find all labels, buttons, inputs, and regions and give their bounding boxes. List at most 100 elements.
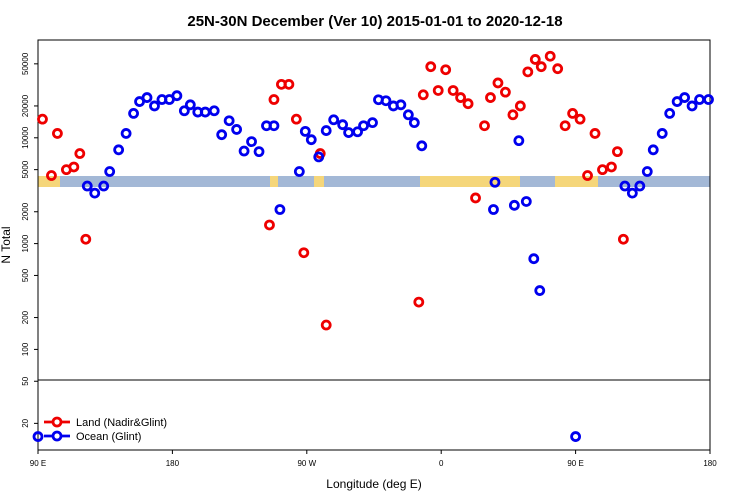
point xyxy=(574,113,586,125)
point xyxy=(528,253,540,265)
point xyxy=(208,105,220,117)
legend-marker xyxy=(51,416,63,428)
point xyxy=(425,61,437,73)
point xyxy=(567,108,579,119)
point xyxy=(328,114,340,126)
land-strip xyxy=(270,176,278,187)
x-tick-label: 90 W xyxy=(297,459,316,468)
point xyxy=(522,66,534,78)
point xyxy=(120,128,132,139)
point xyxy=(402,109,414,121)
point xyxy=(513,135,525,147)
point xyxy=(80,233,92,245)
point xyxy=(534,285,546,296)
y-tick-label: 10000 xyxy=(21,126,30,149)
y-tick-label: 50 xyxy=(21,376,30,385)
point xyxy=(367,117,378,129)
point xyxy=(408,117,420,129)
surface-strip xyxy=(38,176,710,187)
point xyxy=(184,99,196,111)
point xyxy=(37,113,48,125)
series xyxy=(32,90,714,442)
point xyxy=(413,296,425,308)
point xyxy=(290,113,302,125)
point xyxy=(416,140,428,152)
point xyxy=(570,431,581,442)
ocean-strip xyxy=(38,176,710,187)
point xyxy=(293,166,305,177)
point xyxy=(520,196,532,207)
legend-label: Ocean (Glint) xyxy=(76,431,141,443)
point xyxy=(612,146,623,158)
point xyxy=(89,187,101,199)
point xyxy=(529,54,541,65)
point xyxy=(223,115,235,127)
y-axis-label: N Total xyxy=(0,226,13,263)
point xyxy=(679,92,691,103)
point xyxy=(582,170,593,181)
point xyxy=(32,431,44,442)
point xyxy=(320,125,332,136)
point xyxy=(455,92,467,103)
land-strip xyxy=(420,176,520,187)
point xyxy=(246,136,257,148)
point xyxy=(104,166,116,177)
y-tick-label: 50000 xyxy=(21,52,30,75)
x-tick-label: 180 xyxy=(166,459,180,468)
x-tick-label: 180 xyxy=(703,459,717,468)
y-tick-label: 500 xyxy=(21,268,30,282)
point xyxy=(656,128,668,139)
point xyxy=(268,94,280,105)
legend: Land (Nadir&Glint) Ocean (Glint) xyxy=(44,416,167,443)
land-strip xyxy=(38,176,60,187)
point xyxy=(337,119,349,131)
point xyxy=(432,85,444,96)
point xyxy=(264,219,275,231)
x-tick-label: 90 E xyxy=(30,459,46,468)
point xyxy=(626,187,638,199)
x-axis-label: Longitude (deg E) xyxy=(326,477,421,491)
point xyxy=(597,164,608,176)
chart-title: 25N-30N December (Ver 10) 2015-01-01 to … xyxy=(187,13,562,30)
point xyxy=(81,180,93,192)
point xyxy=(634,180,646,192)
point xyxy=(417,89,429,101)
point xyxy=(686,100,698,112)
legend-marker xyxy=(51,430,63,442)
point xyxy=(647,144,659,156)
point xyxy=(298,247,310,259)
point xyxy=(395,99,407,111)
plot-frame xyxy=(37,39,711,451)
point xyxy=(268,120,280,132)
point xyxy=(320,319,332,331)
point xyxy=(544,50,556,62)
point xyxy=(68,161,80,173)
point xyxy=(492,77,504,89)
point xyxy=(128,108,139,119)
point xyxy=(489,176,501,188)
point xyxy=(514,100,526,112)
land-strip xyxy=(555,176,598,187)
point xyxy=(313,151,325,163)
point xyxy=(535,61,547,73)
y-tick-label: 2000 xyxy=(21,202,30,220)
point xyxy=(619,180,631,192)
y-tick-label: 20000 xyxy=(21,94,30,117)
point xyxy=(500,86,511,98)
point xyxy=(641,166,653,177)
point xyxy=(149,100,160,112)
point xyxy=(352,126,363,138)
x-tick-label: 90 E xyxy=(567,459,583,468)
point xyxy=(479,120,490,132)
point xyxy=(617,233,629,245)
point xyxy=(462,98,474,110)
point xyxy=(485,92,496,103)
point xyxy=(703,94,714,105)
point xyxy=(358,120,369,132)
y-tick-label: 20 xyxy=(21,418,30,427)
point xyxy=(238,145,250,157)
point xyxy=(231,124,243,135)
point xyxy=(216,129,228,141)
point xyxy=(559,120,571,132)
